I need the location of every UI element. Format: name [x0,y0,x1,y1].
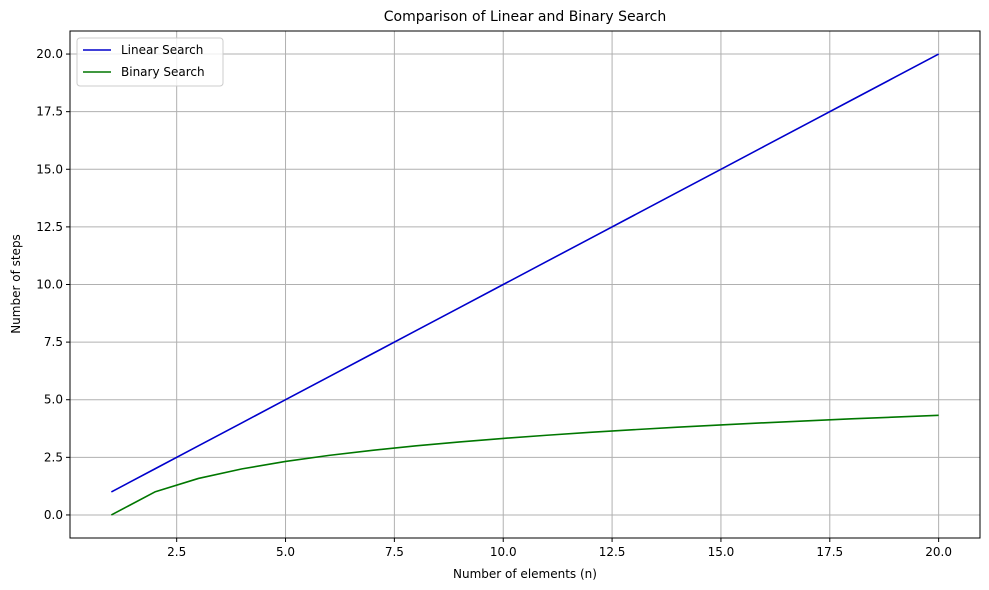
legend: Linear Search Binary Search [76,37,224,87]
x-tick-label: 5.0 [276,545,295,559]
y-tick-label: 0.0 [44,508,63,522]
x-tick-label: 10.0 [490,545,517,559]
y-tick-label: 20.0 [36,47,63,61]
legend-label-linear-search: Linear Search [121,43,203,57]
-linear-searchline [110,53,940,493]
x-tick-label: 2.5 [167,545,186,559]
y-tick-label: 10.0 [36,278,63,292]
x-tick-label: 7.5 [385,545,404,559]
y-tick-label: 17.5 [36,105,63,119]
y-tick-label: 7.5 [44,335,63,349]
y-tick-label: 5.0 [44,393,63,407]
axis-ticks: 2.5 5.0 7.5 10.0 12.5 15.0 17.5 20.0 0.0 2.5 5.0 7.… [36,47,952,559]
legend-label-binary-search: Binary Search [121,65,205,79]
x-tick-label: 20.0 [925,545,952,559]
y-tick-label: 2.5 [44,450,63,464]
x-tick-label: 17.5 [816,545,843,559]
y-tick-label: 12.5 [36,220,63,234]
binary-search-line [110,414,939,516]
legend-box [76,37,224,87]
chart-title: Comparison of Linear and Binary Search [384,9,667,25]
y-tick-label: 15.0 [36,162,63,176]
x-tick-label: 15.0 [708,545,735,559]
series-lines [110,53,940,516]
grid [70,31,980,538]
x-axis-label: Number of elements (n) [453,567,597,581]
x-tick-label: 12.5 [599,545,626,559]
y-axis-label: Number of steps [9,234,23,334]
